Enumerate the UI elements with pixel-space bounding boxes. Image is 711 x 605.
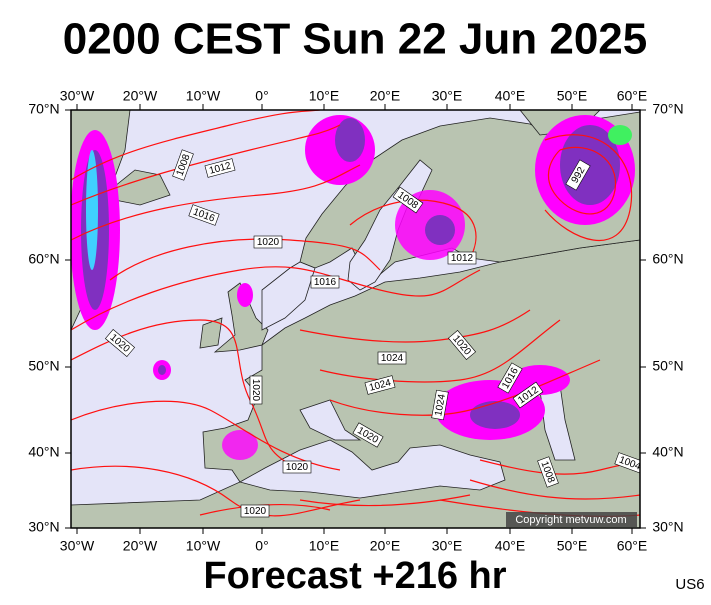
- isobar-label-box: [204, 158, 236, 178]
- isobar-label: 1012: [204, 158, 236, 178]
- isobar-label-box: [512, 381, 544, 409]
- copyright-box: [506, 512, 637, 527]
- lat-label-right: 50°N: [652, 358, 683, 374]
- lon-label-bottom: 50°E: [557, 538, 588, 554]
- isobar-label-text: 1024: [433, 393, 448, 417]
- lat-label-right: 30°N: [652, 519, 683, 535]
- lat-label-left: 60°N: [28, 251, 59, 267]
- isobar-label-box: [282, 460, 312, 474]
- isobar-label-box: [392, 186, 424, 214]
- isobar-label: 1024: [377, 351, 407, 365]
- lat-label-left: 70°N: [28, 101, 59, 117]
- isobar-label-box: [447, 251, 477, 265]
- lon-label-bottom: 10°W: [186, 538, 221, 554]
- lat-label-right: 60°N: [652, 251, 683, 267]
- lon-label-top: 20°W: [123, 88, 158, 104]
- isobar-label: 1024: [431, 389, 449, 421]
- isobar-label-box: [497, 362, 523, 394]
- isobar-label-box: [188, 204, 220, 226]
- isobar-label-text: 1012: [451, 253, 474, 264]
- isobar-label-text: 1024: [381, 353, 404, 364]
- isobar-label-text: 1020: [286, 462, 309, 473]
- lat-label-right: 70°N: [652, 101, 683, 117]
- isobar-label: 1020: [249, 375, 263, 405]
- isobar-label-box: [172, 149, 194, 181]
- lat-label-right: 40°N: [652, 444, 683, 460]
- lon-label-bottom: 30°E: [432, 538, 463, 554]
- lon-label-top: 10°E: [309, 88, 340, 104]
- isobar-label-box: [431, 389, 449, 421]
- isobar-label-text: 1020: [250, 379, 261, 402]
- lon-label-top: 20°E: [370, 88, 401, 104]
- isobar-label-text: 1020: [257, 237, 280, 248]
- isobar-label-box: [377, 351, 407, 365]
- lon-label-top: 0°: [255, 88, 268, 104]
- map-area: 1008 101210161020100810121016992102010201…: [71, 110, 640, 528]
- isobar-label: 1012: [447, 251, 477, 265]
- isobar-label-box: [104, 328, 136, 358]
- isobar-label: 1020: [240, 504, 270, 518]
- isobar-label-text: 1020: [244, 506, 267, 517]
- lon-label-top: 60°E: [617, 88, 648, 104]
- isobar-label-box: [447, 329, 477, 361]
- lon-label-bottom: 40°E: [495, 538, 526, 554]
- precipitation: [71, 115, 635, 460]
- isobar-label-box: [537, 456, 559, 488]
- isobars: [71, 110, 640, 517]
- lat-label-left: 30°N: [28, 519, 59, 535]
- isobar-label-box: [364, 375, 396, 395]
- isobar-label: 1016: [310, 275, 340, 289]
- map-frame: [70, 109, 641, 529]
- isobar-label-box: [240, 504, 270, 518]
- lon-label-top: 30°W: [60, 88, 95, 104]
- isobar-label-box: [310, 275, 340, 289]
- isobar-label: 1024: [364, 375, 396, 395]
- lon-label-bottom: 0°: [255, 538, 268, 554]
- model-code: US6: [675, 576, 704, 593]
- isobar-label-box: [253, 235, 283, 249]
- isobar-label-box: [249, 375, 263, 405]
- lon-label-bottom: 20°E: [370, 538, 401, 554]
- isobar-label: 1020: [253, 235, 283, 249]
- lon-label-top: 30°E: [432, 88, 463, 104]
- lat-label-left: 50°N: [28, 358, 59, 374]
- title: 0200 CEST Sun 22 Jun 2025: [63, 15, 648, 64]
- lon-label-bottom: 20°W: [123, 538, 158, 554]
- lon-label-bottom: 60°E: [617, 538, 648, 554]
- isobar-label: 1020: [282, 460, 312, 474]
- isobar-label-box: [614, 452, 640, 474]
- isobar-label-text: 1016: [314, 277, 337, 288]
- forecast-label: Forecast +216 hr: [203, 555, 506, 597]
- lon-label-top: 10°W: [186, 88, 221, 104]
- lon-label-top: 50°E: [557, 88, 588, 104]
- lon-label-bottom: 30°W: [60, 538, 95, 554]
- isobar-label-box: [352, 422, 384, 448]
- lon-label-bottom: 10°E: [309, 538, 340, 554]
- lat-label-left: 40°N: [28, 444, 59, 460]
- copyright: Copyright metvuw.com: [515, 514, 626, 526]
- lon-label-top: 40°E: [495, 88, 526, 104]
- isobar-label-box: [565, 159, 591, 191]
- graticule-labels: 30°W 30°W 20°W 20°W 10°W 10°W 0° 0° 10°E 10°E 20°E…: [28, 88, 683, 554]
